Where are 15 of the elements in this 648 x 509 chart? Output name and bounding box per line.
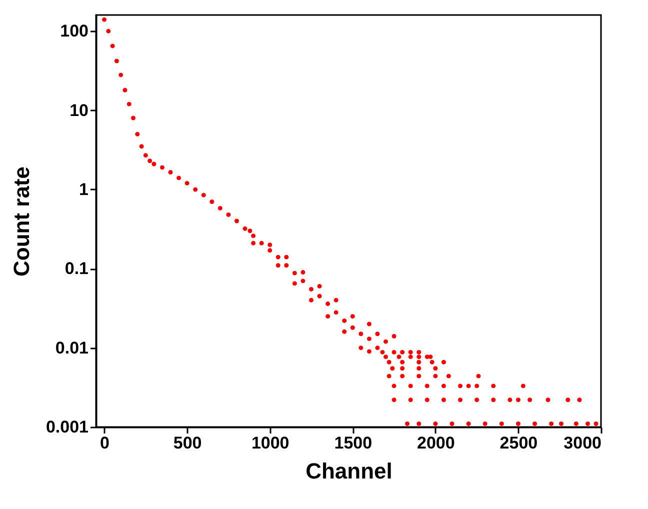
x-axis-title: Channel xyxy=(306,458,392,484)
y-tick-label: 100 xyxy=(60,22,88,41)
x-tick-label: 2000 xyxy=(417,434,455,452)
x-tick-label: 1500 xyxy=(334,434,372,452)
x-tick-label: 500 xyxy=(173,434,202,452)
y-tick-label: 0.001 xyxy=(46,418,88,436)
x-tick-label: 2500 xyxy=(500,434,538,452)
y-tick-label: 10 xyxy=(70,100,88,120)
x-tick-label: 1000 xyxy=(251,434,290,452)
x-tick-label: 3000 xyxy=(564,434,602,452)
x-tick-label: 0 xyxy=(100,434,110,452)
y-tick-label: 0.1 xyxy=(64,259,88,278)
y-tick-label: 1 xyxy=(79,180,88,199)
y-axis-title: Count rate xyxy=(8,166,34,276)
y-tick-label: 0.01 xyxy=(55,338,88,358)
